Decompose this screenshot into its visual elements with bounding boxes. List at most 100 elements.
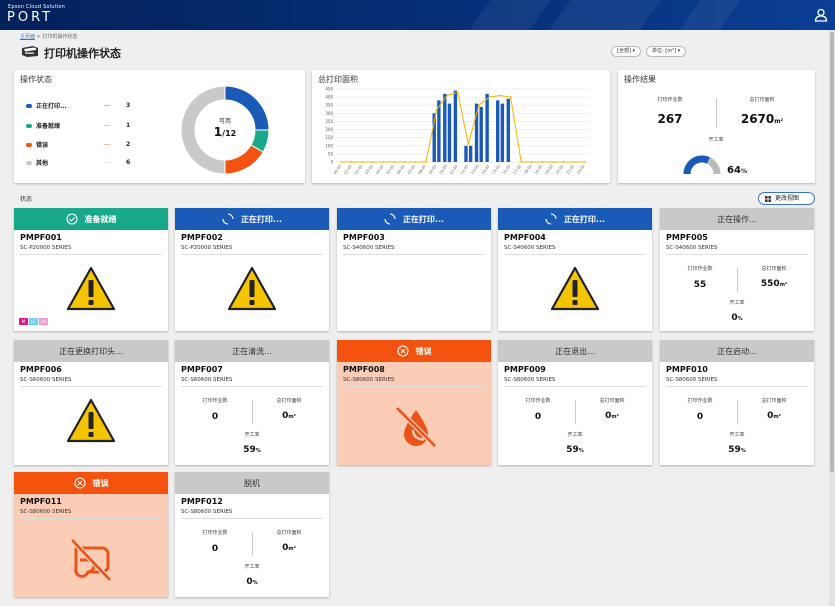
result-util-number: 64 <box>727 165 741 176</box>
printer-divider <box>666 254 808 255</box>
result-jobs-label: 打印作业数 <box>657 97 683 103</box>
printer-status-text: 准备就绪 <box>84 214 117 224</box>
printer-util-value: 0% <box>707 313 767 323</box>
chart-line-point <box>456 91 459 94</box>
printer-area-label: 总打印面积 <box>276 398 302 404</box>
x-tick-label: 20:00 <box>545 164 555 175</box>
no-ink-icon <box>395 406 437 448</box>
x-tick-label: 06:00 <box>396 164 406 175</box>
ink-indicators: M LC LM <box>19 318 49 325</box>
printer-status-text: 正在更换打印头... <box>59 346 123 356</box>
spinner-icon <box>545 213 557 225</box>
printer-area-value: 0m² <box>744 411 804 421</box>
printer-divider <box>504 254 646 255</box>
printer-jobs-value: 0 <box>534 412 542 422</box>
brand-logo[interactable]: PORT <box>7 10 54 25</box>
chart-line-point <box>499 94 501 97</box>
breadcrumb-home-link[interactable]: 主页面 <box>20 34 36 40</box>
printer-util-label: 开工率 <box>244 564 260 570</box>
printer-area-unit: m² <box>611 414 619 420</box>
chart-line-point <box>583 161 586 163</box>
printer-card-pmpf012[interactable]: 脱机 PMPF012 SC-S80600 SERIES 打印作业数 0 总打印面积 0m² 开… <box>175 472 329 597</box>
legend-name: 其他 <box>36 160 49 167</box>
legend-dot-icon <box>26 123 32 128</box>
spinner-icon <box>222 213 234 225</box>
x-tick-label: 04:00 <box>375 164 385 175</box>
brand-subtitle: Epson Cloud Solution <box>8 4 65 10</box>
printer-jobs-label: 打印作业数 <box>687 398 713 404</box>
chart-line-point <box>361 161 364 163</box>
legend-dot-icon <box>26 103 32 108</box>
printer-stat-divider <box>575 400 576 424</box>
printer-jobs-label: 打印作业数 <box>202 530 228 536</box>
page-title: 打印机操作状态 <box>44 47 121 60</box>
x-tick-label: 01:00 <box>343 164 353 175</box>
printer-util-number: 59 <box>243 445 256 455</box>
printer-area-label: 总打印面积 <box>599 398 625 404</box>
x-tick-label: 19:00 <box>534 164 544 175</box>
legend-error: 错误 --- 2 <box>26 140 130 149</box>
printer-status-text: 正在打印... <box>563 214 606 224</box>
printer-status-header: 脱机 <box>175 472 329 494</box>
printer-util-unit: % <box>255 448 261 454</box>
printer-card-pmpf009[interactable]: 正在退出... PMPF009 SC-S80600 SERIES 打印作业数 0 总打印面… <box>498 340 652 465</box>
chart-line-point <box>446 94 449 97</box>
page-scrollbar[interactable] <box>829 30 835 606</box>
breadcrumb: 主页面 > 打印机操作状态 <box>20 33 77 40</box>
printer-status-header: 正在打印... <box>337 208 491 230</box>
top-bar: Epson Cloud Solution PORT <box>0 0 835 30</box>
printer-divider <box>343 254 485 255</box>
filter-all-dropdown[interactable]: [全部] ▾ <box>611 46 642 57</box>
printer-util-unit: % <box>578 448 584 454</box>
printer-util-value: 59% <box>222 445 282 455</box>
legend-count: 2 <box>126 141 131 148</box>
user-icon[interactable] <box>814 8 828 22</box>
printer-card-pmpf002[interactable]: 正在打印... PMPF002 SC-P20000 SERIES <box>175 208 329 331</box>
legend-dot-icon <box>26 160 32 165</box>
printer-card-pmpf006[interactable]: 正在更换打印头... PMPF006 SC-S60600 SERIES <box>14 340 168 465</box>
printer-model: SC-P20000 SERIES <box>20 245 72 251</box>
breadcrumb-current: 打印机操作状态 <box>42 34 78 40</box>
printer-card-pmpf008[interactable]: 错误 PMPF008 SC-S80600 SERIES <box>337 340 491 465</box>
printer-status-header: 错误 <box>337 340 491 362</box>
x-tick-label: 13:00 <box>470 164 480 175</box>
printer-card-pmpf001[interactable]: 准备就绪 PMPF001 SC-P20000 SERIES M LC LM <box>14 208 168 331</box>
printer-id: PMPF008 <box>343 365 385 374</box>
printer-stat-divider <box>252 400 253 424</box>
change-view-button[interactable]: 更改视图 <box>758 192 815 205</box>
result-util-unit: % <box>740 168 747 175</box>
legend-dot-icon <box>26 142 32 147</box>
printer-id: PMPF010 <box>666 365 708 374</box>
printer-stat-divider <box>737 400 738 424</box>
printer-status-text: 正在操作... <box>717 214 757 224</box>
chart-line-point <box>530 161 533 163</box>
printer-card-pmpf007[interactable]: 正在清洗... PMPF007 SC-S60600 SERIES 打印作业数 0 总打印面… <box>175 340 329 465</box>
printer-util-number: 0 <box>731 313 738 323</box>
chart-line-point <box>435 109 438 111</box>
printer-card-pmpf010[interactable]: 正在启动... PMPF010 SC-S80600 SERIES 打印作业数 0 总打印面… <box>660 340 814 465</box>
unit-dropdown[interactable]: 单位: [m²] ▾ <box>646 46 687 57</box>
printer-card-pmpf004[interactable]: 正在打印... PMPF004 SC-S40600 SERIES <box>498 208 652 331</box>
printer-divider <box>20 386 162 387</box>
printer-divider <box>343 386 485 387</box>
printer-status-text: 正在打印... <box>402 214 445 224</box>
operation-status-card: 操作状态 正在打印... --- 3 准备就绪 --- 1 错误 --- 2 其… <box>14 70 305 183</box>
printer-util-number: 0 <box>246 577 253 587</box>
x-tick-label: 03:00 <box>365 164 375 175</box>
printer-id: PMPF012 <box>181 497 223 506</box>
printer-card-pmpf005[interactable]: 正在操作... PMPF005 SC-S40600 SERIES 打印作业数 55 总打印… <box>660 208 814 331</box>
printer-id: PMPF004 <box>504 233 546 242</box>
scrollbar-thumb[interactable] <box>830 32 834 472</box>
x-tick-label: 02:00 <box>354 164 364 175</box>
printer-card-pmpf003[interactable]: 正在打印... PMPF003 SC-S40600 SERIES <box>337 208 491 331</box>
printer-card-pmpf011[interactable]: 错误 PMPF011 SC-S80600 SERIES <box>14 472 168 597</box>
chart-bar <box>432 113 436 162</box>
printer-model: SC-S40600 SERIES <box>343 245 395 251</box>
y-tick-label: 350 <box>325 103 333 108</box>
chart-line <box>341 91 585 163</box>
x-tick-label: 18:00 <box>523 164 533 175</box>
chart-bar <box>468 145 473 162</box>
x-tick-label: 22:00 <box>566 164 576 175</box>
x-tick-label: 15:00 <box>492 164 502 175</box>
spinner-icon <box>384 213 396 225</box>
